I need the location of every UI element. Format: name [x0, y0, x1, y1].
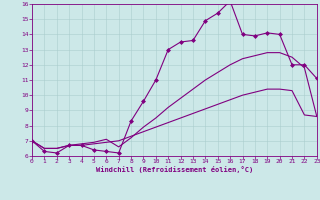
X-axis label: Windchill (Refroidissement éolien,°C): Windchill (Refroidissement éolien,°C): [96, 166, 253, 173]
